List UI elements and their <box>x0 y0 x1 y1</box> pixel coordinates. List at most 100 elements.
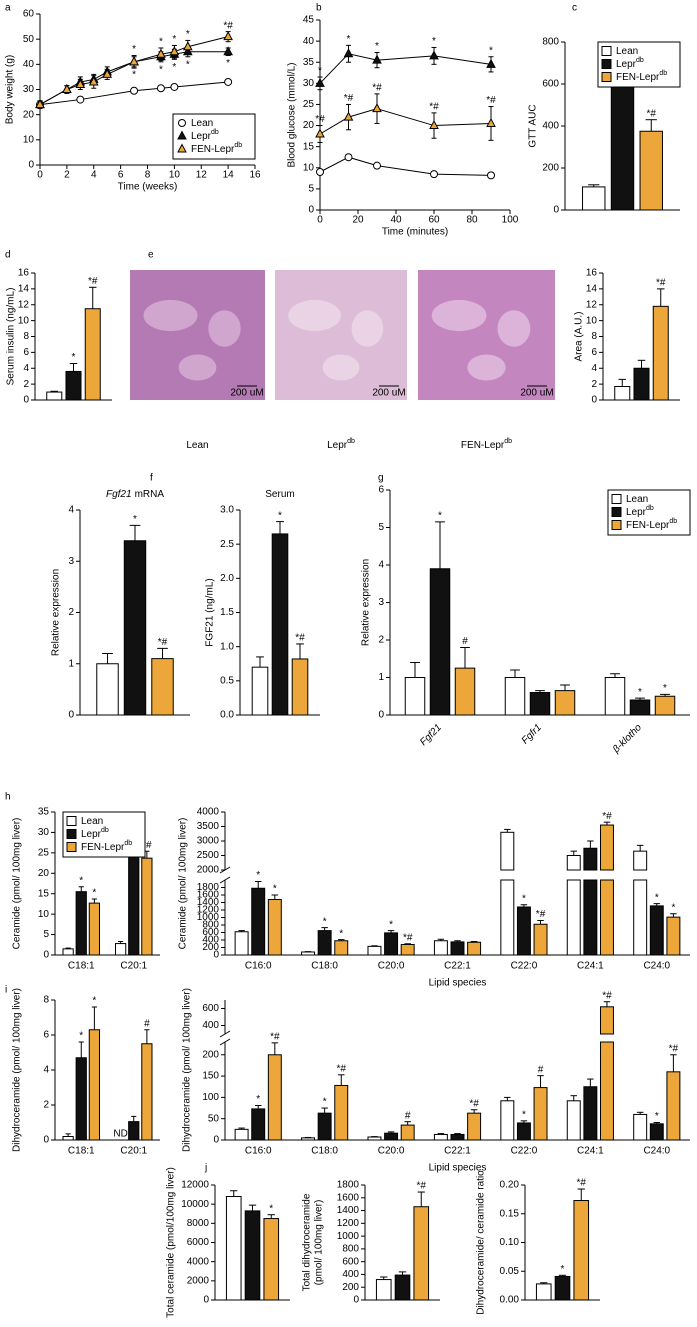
y-tick-label: 0 <box>553 205 559 216</box>
annotation: *# <box>656 278 666 289</box>
bar <box>633 850 648 871</box>
legend-label-text: Lepr <box>626 507 647 518</box>
annotation: *# <box>295 633 305 644</box>
y-axis-label: Total dihydroceramide <box>302 1193 313 1291</box>
y-tick-label: 10 <box>586 315 598 326</box>
annotation: *# <box>647 108 657 119</box>
bar <box>450 941 465 956</box>
bar <box>633 367 650 401</box>
legend-label-text: Lean <box>81 816 103 827</box>
series-line <box>39 51 229 106</box>
marker <box>102 68 113 78</box>
bar <box>649 1123 664 1141</box>
y-tick-label: 8 <box>43 995 49 1006</box>
bar <box>317 1112 332 1141</box>
y-tick-label: 12000 <box>181 1180 209 1191</box>
y-tick-label: 1800 <box>337 1180 360 1191</box>
annotation: *# <box>337 1063 347 1074</box>
y-tick-label: 8 <box>591 331 597 342</box>
marker <box>223 31 233 41</box>
tissue-region <box>497 310 531 347</box>
y-axis-label: Dihydroceramide (pmol/ 100mg liver) <box>12 988 23 1152</box>
y-tick-label: 2 <box>43 1100 49 1111</box>
annotation: * <box>522 893 526 904</box>
y-tick-label: 0.15 <box>500 1208 520 1219</box>
x-tick-label: C18:1 <box>68 1146 95 1157</box>
y-tick-label: 0 <box>308 205 314 216</box>
y-tick-label: 0.00 <box>500 1295 520 1306</box>
axis-break <box>219 1038 231 1046</box>
tissue-region <box>178 354 217 381</box>
marker <box>35 99 45 109</box>
marker <box>430 170 438 179</box>
bar <box>533 923 548 956</box>
y-axis-label: Dihydroceramide (pmol/ 100mg liver) <box>182 988 193 1152</box>
y-tick-label: 14 <box>18 284 30 295</box>
marker <box>316 168 324 176</box>
y-tick-label: 10 <box>303 162 315 173</box>
y-tick-label: 1200 <box>197 905 220 916</box>
x-tick-label: C20:0 <box>378 1146 405 1157</box>
y-tick-label: 4 <box>23 363 29 374</box>
scale-label: 200 uM <box>230 388 263 399</box>
x-tick-label: 0 <box>37 170 43 181</box>
annotation: * <box>323 1097 327 1108</box>
x-axis-label: Time (weeks) <box>118 182 178 193</box>
marker <box>75 78 86 88</box>
bar <box>633 1113 648 1141</box>
y-tick-label: 4 <box>68 505 74 516</box>
marker <box>88 76 99 86</box>
annotation: * <box>655 892 659 903</box>
marker <box>62 83 72 93</box>
y-tick-label: 0 <box>591 395 597 406</box>
marker <box>429 50 439 60</box>
bar <box>666 916 681 956</box>
legend-label: FEN-Leprdb <box>626 518 677 531</box>
annotation: *# <box>486 95 496 106</box>
bar <box>394 1274 411 1301</box>
y-tick-label: 35 <box>303 57 315 68</box>
y-tick-label: 1 <box>378 672 384 683</box>
x-axis-label: Lipid species <box>429 1163 487 1174</box>
panel-label: d <box>5 250 11 261</box>
legend-label-text: Lean <box>626 494 648 505</box>
axis-break <box>219 876 231 884</box>
annotation: * <box>638 687 642 698</box>
panel-label: b <box>316 3 322 14</box>
annotation: * <box>671 902 675 913</box>
bar <box>291 658 309 716</box>
bar <box>225 1196 242 1301</box>
y-tick-label: 5 <box>378 522 384 533</box>
bar <box>516 906 531 956</box>
legend-label-text: Lean <box>191 118 213 129</box>
y-tick-label: 6 <box>23 347 29 358</box>
bar <box>96 663 119 716</box>
marker <box>177 130 187 140</box>
y-tick-label: 0.5 <box>220 675 234 686</box>
y-tick-label: 200 <box>202 942 219 953</box>
y-tick-label: 0 <box>353 1295 359 1306</box>
y-tick-label: 2.0 <box>220 573 234 584</box>
bar <box>599 1006 614 1035</box>
x-tick-label: C24:0 <box>643 1146 670 1157</box>
bar <box>450 1133 465 1141</box>
image-caption-text: FEN-Lepr <box>461 440 505 451</box>
marker <box>130 86 139 95</box>
annotation: * <box>172 34 176 45</box>
marker <box>343 48 354 58</box>
y-tick-label: 12 <box>18 299 30 310</box>
legend-label: FEN-Leprdb <box>81 840 132 853</box>
y-tick-label: 1200 <box>337 1218 360 1229</box>
bar <box>141 857 153 956</box>
y-tick-label: 1800 <box>197 882 220 893</box>
y-tick-label: 30 <box>23 84 35 95</box>
y-tick-label: 600 <box>202 1003 219 1014</box>
y-tick-label: 35 <box>38 807 50 818</box>
marker <box>129 56 139 66</box>
y-tick-label: 1 <box>68 658 74 669</box>
marker <box>182 41 193 51</box>
bar <box>516 1122 531 1141</box>
y-tick-label: 8 <box>23 331 29 342</box>
x-tick-label: β-klotho <box>610 722 644 756</box>
